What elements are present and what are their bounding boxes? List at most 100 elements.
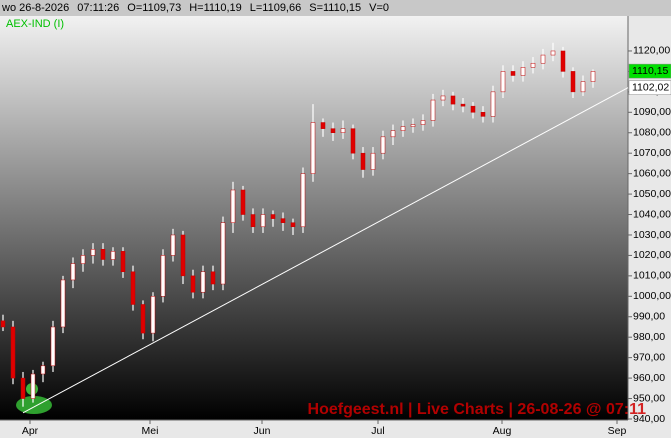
bar-body	[430, 99, 436, 121]
bar-body	[160, 255, 166, 297]
bar-body	[220, 222, 226, 285]
header-item: S=1110,15	[309, 2, 361, 14]
plot-area	[0, 16, 628, 420]
bar-body	[530, 62, 536, 68]
trendline	[22, 87, 629, 414]
bar-body	[150, 296, 156, 334]
y-tick-label: 1010,00	[633, 270, 671, 282]
price-marker-label: 1102,02	[632, 82, 669, 94]
bar-body	[370, 152, 376, 170]
bar-body	[470, 105, 476, 113]
header-item: V=0	[369, 2, 389, 14]
x-tick-label: Aug	[493, 425, 512, 437]
header-item: wo 26-8-2026	[1, 2, 69, 14]
bar-body	[590, 71, 596, 82]
bar-body	[140, 304, 146, 334]
bar-body	[190, 275, 196, 293]
bar-body	[120, 251, 126, 273]
bar-body	[410, 124, 416, 127]
y-tick-label: 1040,00	[633, 208, 671, 220]
bar-body	[400, 126, 406, 131]
bar-body	[490, 91, 496, 117]
bar-body	[360, 152, 366, 170]
bar-body	[180, 234, 186, 277]
y-tick-label: 1050,00	[633, 188, 671, 200]
bar-body	[130, 271, 136, 305]
header-item: L=1109,66	[250, 2, 302, 14]
price-marker-label: 1110,15	[632, 65, 669, 77]
bar-body	[420, 120, 426, 125]
bar-body	[10, 326, 16, 379]
y-tick-label: 960,00	[633, 372, 665, 384]
bar-body	[460, 103, 466, 107]
y-tick-label: 950,00	[633, 392, 665, 404]
bar-body	[170, 234, 176, 256]
bar-body	[110, 251, 116, 260]
x-tick-label: Sep	[608, 425, 627, 437]
bar-body	[520, 67, 526, 76]
bar-body	[540, 54, 546, 64]
y-tick-label: 1080,00	[633, 127, 671, 139]
bar-body	[560, 50, 566, 72]
instrument: AEX-IND (I)	[6, 18, 64, 30]
bar-body	[260, 214, 266, 228]
bar-body	[300, 173, 306, 228]
bar-body	[230, 189, 236, 223]
bar-body	[250, 214, 256, 228]
header-bar	[0, 0, 671, 16]
watermark: Hoefgeest.nl | Live Charts | 26-08-26 @ …	[308, 401, 647, 418]
bar-body	[550, 50, 556, 56]
bar-body	[510, 71, 516, 76]
bar-body	[200, 271, 206, 293]
y-tick-label: 980,00	[633, 331, 665, 343]
price-marker	[628, 63, 671, 79]
y-tick-label: 1030,00	[633, 229, 671, 241]
y-tick-label: 1120,00	[633, 45, 670, 57]
y-tick-label: 1020,00	[633, 249, 671, 261]
x-tick-label: Jun	[254, 425, 271, 437]
bar-body	[90, 249, 96, 256]
bar-body	[440, 95, 446, 101]
bar-body	[60, 279, 66, 328]
bar-body	[240, 189, 246, 215]
y-tick-label: 1000,00	[633, 290, 671, 302]
bar-body	[40, 365, 46, 375]
bar-body	[280, 218, 286, 223]
price-marker	[628, 80, 671, 95]
bar-body	[0, 320, 6, 328]
bar-body	[80, 255, 86, 264]
bar-body	[290, 222, 296, 228]
bar-body	[350, 128, 356, 154]
bar-body	[270, 214, 276, 219]
y-tick-label: 1060,00	[633, 167, 671, 179]
y-tick-label: 940,00	[633, 413, 665, 425]
header-item: H=1110,19	[189, 2, 242, 14]
bar-body	[320, 122, 326, 129]
x-tick-label: Apr	[22, 425, 39, 437]
bar-body	[50, 326, 56, 367]
y-tick-label: 1090,00	[633, 106, 671, 118]
bar-body	[500, 71, 506, 93]
x-tick-label: Mei	[142, 425, 159, 437]
bar-body	[310, 122, 316, 174]
bar-body	[70, 263, 76, 281]
header-item: 07:11:26	[77, 2, 119, 14]
bar-body	[20, 377, 26, 399]
bar-body	[330, 128, 336, 133]
y-tick-label: 990,00	[633, 311, 665, 323]
bar-body	[100, 249, 106, 260]
bar-body	[340, 128, 346, 133]
bar-body	[210, 271, 216, 285]
bar-body	[30, 373, 36, 399]
x-tick-label: Jul	[371, 425, 384, 437]
bar-body	[380, 136, 386, 154]
bar-body	[480, 112, 486, 117]
y-tick-label: 1070,00	[633, 147, 671, 159]
header-item: O=1109,73	[127, 2, 181, 14]
bar-body	[450, 95, 456, 105]
bar-body	[390, 130, 396, 138]
bar-body	[580, 81, 586, 93]
y-tick-label: 970,00	[633, 351, 665, 363]
bar-body	[570, 71, 576, 93]
